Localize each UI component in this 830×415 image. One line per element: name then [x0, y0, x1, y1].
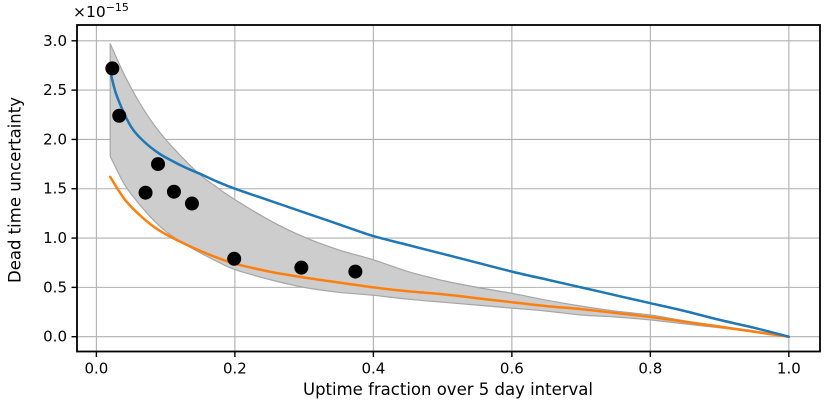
data-point	[184, 196, 199, 211]
data-point	[151, 157, 166, 172]
x-tick-label: 0.6	[500, 360, 524, 378]
offset-base: ×10	[73, 3, 106, 22]
y-tick-label: 3.0	[43, 32, 67, 50]
y-tick-label: 2.5	[43, 81, 67, 99]
offset-exponent: −15	[105, 1, 129, 14]
lower-bound-line	[108, 175, 791, 338]
y-tick-label: 2.0	[43, 130, 67, 148]
x-tick-label: 0.2	[223, 360, 247, 378]
data-point	[138, 185, 153, 200]
data-point	[348, 264, 363, 279]
upper-bound-line	[109, 73, 791, 338]
y-tick-label: 1.5	[43, 180, 67, 198]
data-point	[112, 108, 127, 123]
y-tick-label: 0.5	[43, 278, 67, 296]
x-tick-label: 0.0	[84, 360, 108, 378]
y-tick-label: 0.0	[43, 328, 67, 346]
x-tick-label: 1.0	[777, 360, 801, 378]
y-tick-label: 1.0	[43, 229, 67, 247]
data-point	[166, 184, 181, 199]
y-axis-offset-text: ×10−15	[73, 1, 129, 21]
data-point	[105, 61, 120, 76]
x-tick-label: 0.4	[361, 360, 385, 378]
uncertainty-band	[109, 43, 790, 338]
data-point	[227, 251, 242, 266]
x-axis-label: Uptime fraction over 5 day interval	[303, 380, 593, 399]
data-point	[294, 260, 309, 275]
x-tick-label: 0.8	[638, 360, 662, 378]
